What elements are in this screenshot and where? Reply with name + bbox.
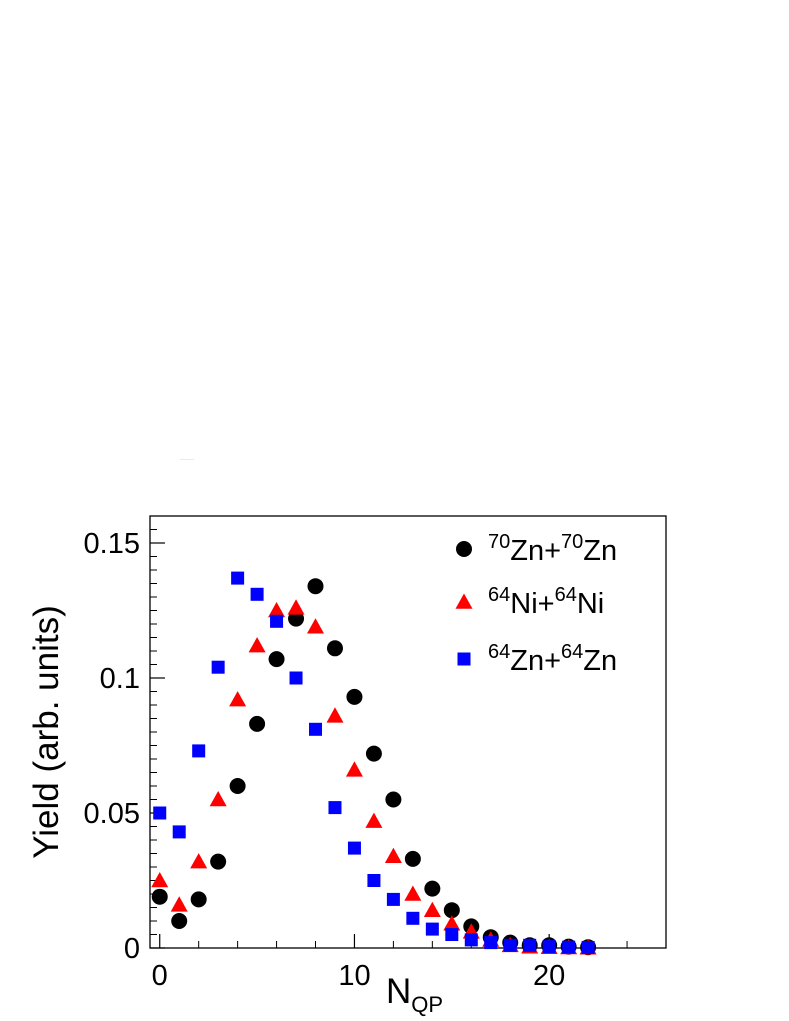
data-point-circle	[424, 880, 441, 897]
data-point-circle	[385, 791, 402, 808]
data-point-triangle	[229, 691, 247, 707]
data-point-square	[484, 936, 498, 950]
x-tick-label: 20	[533, 960, 565, 992]
y-tick-label: 0.05	[84, 798, 140, 830]
data-point-circle	[190, 891, 207, 908]
legend-entry: 70Zn+70Zn	[456, 531, 617, 567]
legend-label: 64Zn+64Zn	[488, 641, 617, 677]
x-tick-label: 0	[152, 960, 168, 992]
legend-marker-square	[457, 652, 471, 666]
legend-marker-circle	[456, 541, 472, 557]
data-point-square	[328, 801, 342, 815]
data-point-triangle	[423, 901, 441, 917]
data-point-triangle	[190, 853, 208, 869]
data-point-square	[172, 825, 186, 839]
data-point-circle	[249, 715, 266, 732]
stray-mark	[180, 459, 194, 460]
axes: 0 10 20 0 0.05 0.1 0.15	[84, 528, 667, 992]
data-point-triangle	[268, 602, 286, 618]
data-point-square	[503, 938, 517, 952]
data-point-circle	[151, 888, 168, 905]
data-point-circle	[229, 778, 246, 794]
data-point-circle	[171, 913, 188, 929]
data-point-square	[211, 660, 225, 674]
data-point-square	[250, 587, 264, 601]
legend: 70Zn+70Zn 64Ni+64Ni 64Zn+64Zn	[455, 531, 617, 677]
data-point-square	[270, 614, 284, 628]
data-point-square	[581, 940, 595, 954]
data-point-triangle	[404, 885, 422, 901]
y-tick-label: 0.15	[84, 528, 140, 560]
data-point-triangle	[248, 637, 266, 653]
data-point-triangle	[443, 915, 461, 931]
data-point-square	[464, 933, 478, 947]
data-point-circle	[326, 640, 343, 657]
legend-entry: 64Ni+64Ni	[455, 584, 604, 620]
legend-marker-triangle	[455, 593, 473, 609]
data-point-circle	[404, 850, 421, 867]
data-point-square	[406, 911, 420, 925]
data-point-square	[309, 722, 323, 736]
data-point-circle	[346, 688, 363, 705]
data-point-triangle	[326, 707, 344, 723]
data-point-square	[347, 841, 361, 855]
plot-frame	[149, 515, 667, 949]
series-layer	[151, 571, 597, 956]
data-point-triangle	[345, 761, 363, 777]
y-tick-label: 0	[124, 933, 140, 965]
series-circle	[151, 578, 597, 956]
data-point-square	[289, 671, 303, 685]
data-point-circle	[268, 651, 285, 668]
legend-label: 70Zn+70Zn	[488, 531, 617, 567]
data-point-circle	[210, 853, 227, 870]
data-point-triangle	[384, 847, 402, 863]
data-point-square	[542, 940, 556, 954]
data-point-square	[367, 874, 381, 887]
data-point-triangle	[307, 618, 325, 634]
data-point-triangle	[170, 896, 188, 912]
data-point-square	[562, 940, 576, 954]
series-square	[153, 571, 595, 954]
data-point-circle	[443, 902, 460, 919]
data-point-square	[192, 744, 206, 758]
data-point-triangle	[365, 812, 383, 828]
y-axis-label: Yield (arb. units)	[27, 605, 66, 859]
data-point-square	[445, 928, 459, 941]
data-point-square	[231, 571, 245, 585]
data-point-triangle	[151, 872, 169, 888]
legend-label: 64Ni+64Ni	[488, 584, 604, 620]
legend-entry: 64Zn+64Zn	[457, 641, 617, 677]
data-point-triangle	[209, 791, 227, 807]
data-point-circle	[307, 578, 324, 595]
x-axis-label: NQP	[386, 972, 443, 1017]
data-point-square	[386, 892, 400, 906]
y-tick-label: 0.1	[100, 663, 140, 695]
data-point-square	[153, 806, 167, 820]
data-point-square	[523, 938, 537, 952]
data-point-square	[425, 922, 439, 936]
x-tick-label: 10	[338, 960, 370, 992]
data-point-triangle	[287, 599, 305, 615]
data-point-circle	[365, 745, 382, 762]
